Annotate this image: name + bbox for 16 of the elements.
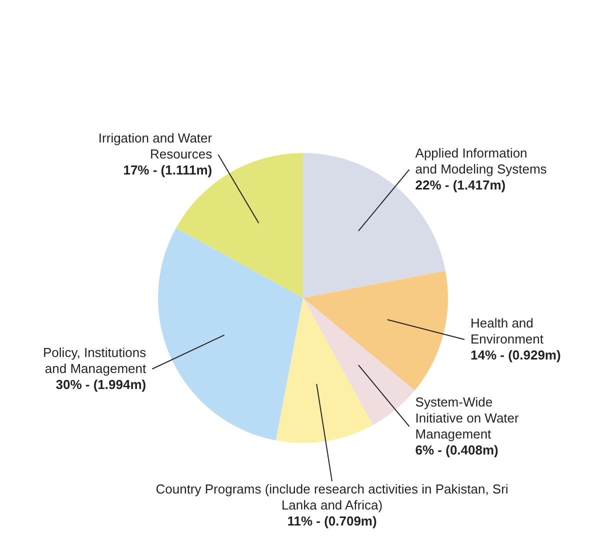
pie-slice: [276, 298, 373, 443]
data-label: 11% - (0.709m): [287, 513, 377, 528]
slice-label: Policy, Institutions and Management: [43, 345, 147, 376]
pie-slice: [158, 228, 303, 440]
data-label: 30% - (1.994m): [56, 377, 146, 392]
data-label: 6% - (0.408m): [415, 442, 498, 458]
slice-label: Health and Environment: [470, 315, 544, 346]
pie-slice: [303, 270, 448, 390]
slice-label: Applied Information and Modeling Systems: [415, 146, 548, 177]
data-label: 17% - (1.111m): [123, 162, 212, 178]
slice-label: Country Programs (include research activities in Pakistan, Sri Lanka and Africa): [156, 481, 508, 512]
data-label: 14% - (0.929m): [470, 347, 561, 362]
pie-slice: [303, 298, 415, 426]
slice-label: System-Wide Initiative on Water Management: [415, 394, 520, 442]
slice-label: Irrigation and Water Resources: [98, 130, 213, 162]
data-label: 22% - (1.417m): [415, 178, 506, 193]
